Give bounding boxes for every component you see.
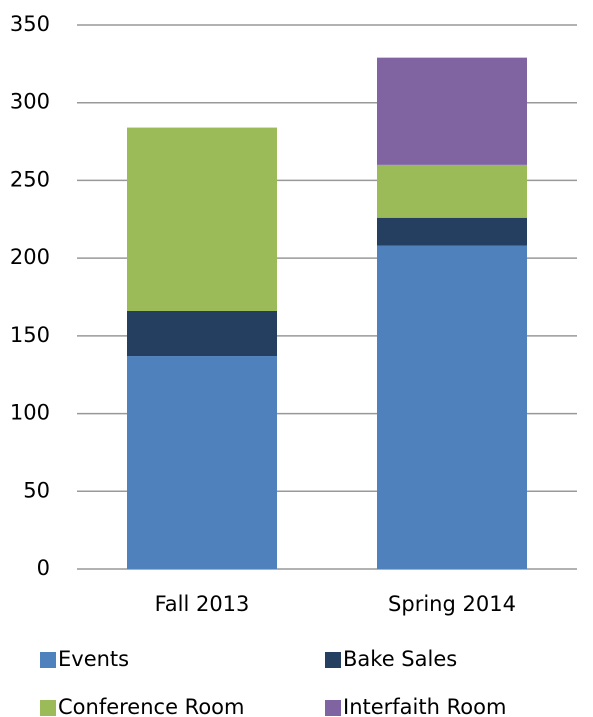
legend-label: Bake Sales: [343, 647, 457, 671]
y-tick-label: 250: [10, 167, 50, 191]
x-tick-label: Spring 2014: [388, 592, 516, 616]
y-tick-label: 50: [23, 478, 50, 502]
y-tick-label: 150: [10, 323, 50, 347]
legend-swatch: [325, 700, 341, 716]
legend-label: Conference Room: [58, 695, 244, 717]
legend-swatch: [40, 652, 56, 668]
y-tick-label: 300: [10, 90, 50, 114]
bar-segment: [377, 245, 527, 570]
legend-label: Interfaith Room: [343, 695, 506, 717]
y-tick-label: 200: [10, 245, 50, 269]
bar-segment: [377, 164, 527, 218]
bar-segment: [377, 57, 527, 165]
legend-label: Events: [58, 647, 129, 671]
bar-segment: [127, 356, 277, 569]
bar-segment: [127, 310, 277, 357]
legend-swatch: [40, 700, 56, 716]
legend-swatch: [325, 652, 341, 668]
y-tick-label: 350: [10, 12, 50, 36]
x-tick-label: Fall 2013: [155, 592, 250, 616]
bar-segment: [377, 217, 527, 246]
bar-segment: [127, 127, 277, 311]
y-tick-label: 0: [37, 556, 50, 580]
y-tick-label: 100: [10, 401, 50, 425]
